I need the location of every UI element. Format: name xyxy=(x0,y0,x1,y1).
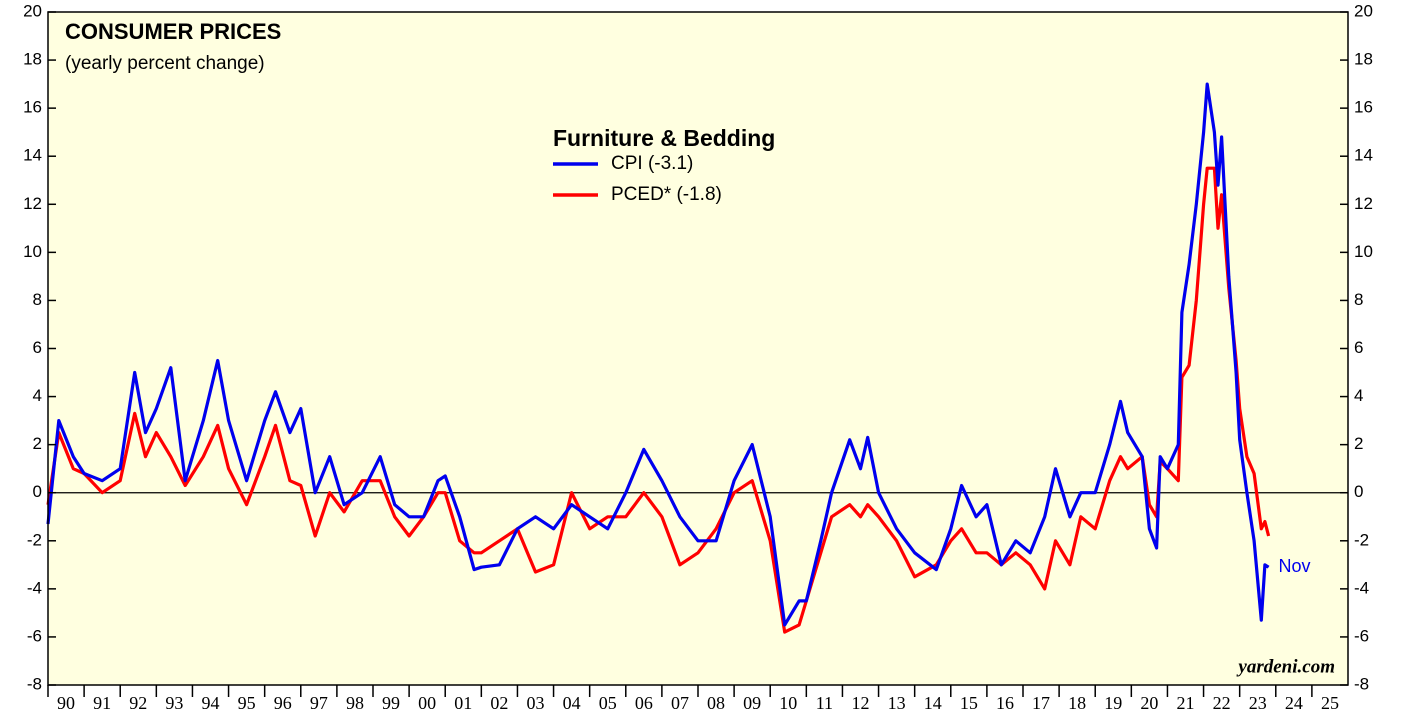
x-tick-label: 02 xyxy=(490,693,508,713)
x-tick-label: 17 xyxy=(1032,693,1050,713)
x-tick-label: 11 xyxy=(816,693,833,713)
y2-tick-label: 16 xyxy=(1354,98,1373,117)
x-tick-label: 12 xyxy=(852,693,870,713)
x-tick-label: 08 xyxy=(707,693,725,713)
y-tick-label: 20 xyxy=(23,1,42,20)
x-tick-label: 20 xyxy=(1140,693,1158,713)
y-tick-label: 16 xyxy=(23,98,42,117)
x-tick-label: 97 xyxy=(310,693,328,713)
x-tick-label: 13 xyxy=(888,693,906,713)
y-tick-label: 12 xyxy=(23,194,42,213)
y2-tick-label: 0 xyxy=(1354,482,1363,501)
x-tick-label: 16 xyxy=(996,693,1014,713)
x-tick-label: 00 xyxy=(418,693,436,713)
y-tick-label: 10 xyxy=(23,242,42,261)
x-tick-label: 21 xyxy=(1177,693,1195,713)
x-tick-label: 98 xyxy=(346,693,364,713)
y2-tick-label: -2 xyxy=(1354,530,1369,549)
source: yardeni.com xyxy=(1236,656,1335,677)
y2-tick-label: 8 xyxy=(1354,290,1363,309)
legend-title: Furniture & Bedding xyxy=(553,125,775,151)
x-tick-label: 15 xyxy=(960,693,978,713)
y-tick-label: -8 xyxy=(27,674,42,693)
x-tick-label: 93 xyxy=(165,693,183,713)
x-tick-label: 22 xyxy=(1213,693,1231,713)
x-tick-label: 10 xyxy=(779,693,797,713)
y2-tick-label: 6 xyxy=(1354,338,1363,357)
x-tick-label: 18 xyxy=(1068,693,1086,713)
chart-title: CONSUMER PRICES xyxy=(65,19,281,44)
x-tick-label: 25 xyxy=(1321,693,1339,713)
y2-tick-label: 14 xyxy=(1354,146,1373,165)
y2-tick-label: 4 xyxy=(1354,386,1363,405)
y-tick-label: -6 xyxy=(27,626,42,645)
y-tick-label: 18 xyxy=(23,50,42,69)
y-tick-label: -4 xyxy=(27,578,42,597)
y-tick-label: 0 xyxy=(33,482,42,501)
y-tick-label: 6 xyxy=(33,338,42,357)
x-tick-label: 99 xyxy=(382,693,400,713)
x-tick-label: 03 xyxy=(527,693,545,713)
y2-tick-label: 20 xyxy=(1354,1,1373,20)
x-tick-label: 90 xyxy=(57,693,75,713)
y-tick-label: 14 xyxy=(23,146,42,165)
plot-background xyxy=(48,12,1348,685)
x-tick-label: 04 xyxy=(563,693,581,713)
y2-tick-label: 2 xyxy=(1354,434,1363,453)
legend-label: CPI (-3.1) xyxy=(611,153,693,174)
plot-layer xyxy=(46,82,1348,634)
series-line xyxy=(46,166,1271,634)
x-tick-label: 96 xyxy=(274,693,292,713)
series-line xyxy=(46,82,1270,627)
y-tick-label: -2 xyxy=(27,530,42,549)
x-tick-label: 06 xyxy=(635,693,653,713)
y2-tick-label: 10 xyxy=(1354,242,1373,261)
chart-subtitle: (yearly percent change) xyxy=(65,53,265,74)
x-tick-label: 23 xyxy=(1249,693,1267,713)
y2-tick-label: -6 xyxy=(1354,626,1369,645)
legend-label: PCED* (-1.8) xyxy=(611,184,722,205)
x-tick-label: 91 xyxy=(93,693,111,713)
x-tick-label: 07 xyxy=(671,693,689,713)
y-tick-label: 4 xyxy=(33,386,42,405)
x-tick-label: 95 xyxy=(238,693,256,713)
x-tick-label: 92 xyxy=(129,693,147,713)
y2-tick-label: -4 xyxy=(1354,578,1369,597)
x-tick-label: 19 xyxy=(1104,693,1122,713)
x-tick-label: 24 xyxy=(1285,693,1303,713)
x-tick-label: 05 xyxy=(599,693,617,713)
y-tick-label: 8 xyxy=(33,290,42,309)
y2-tick-label: 18 xyxy=(1354,50,1373,69)
y2-tick-label: 12 xyxy=(1354,194,1373,213)
x-tick-label: 01 xyxy=(454,693,472,713)
annotation: Nov xyxy=(1279,556,1311,576)
x-tick-label: 94 xyxy=(202,693,220,713)
x-tick-label: 14 xyxy=(924,693,942,713)
x-tick-label: 09 xyxy=(743,693,761,713)
y-tick-label: 2 xyxy=(33,434,42,453)
y2-tick-label: -8 xyxy=(1354,674,1369,693)
